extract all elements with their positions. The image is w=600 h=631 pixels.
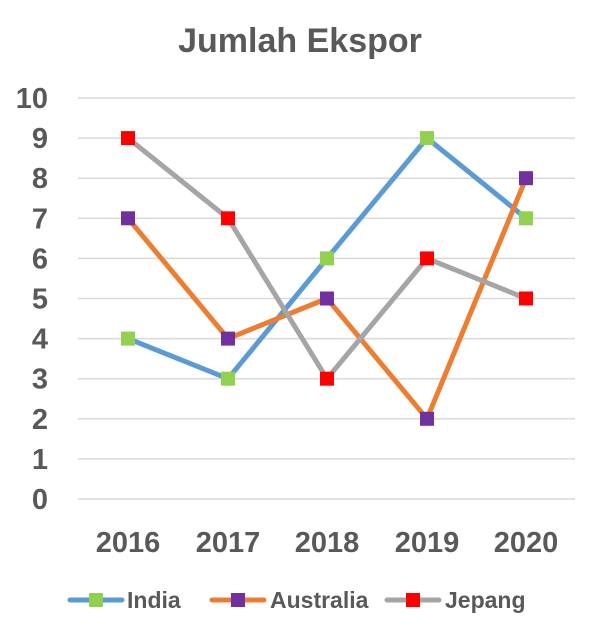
legend-label-australia: Australia [270,587,369,613]
legend-item-india: India [67,587,181,613]
legend: India Australia Jepang [67,587,526,613]
y-tick-label: 0 [32,484,48,516]
marker-jepang-2019 [420,251,434,266]
x-axis-ticks: 2016 2017 2018 2019 2020 [96,527,559,559]
marker-australia-2019 [420,411,434,426]
legend-marker-jepang [406,593,420,607]
x-tick-label: 2018 [295,527,360,559]
marker-australia-2018 [320,291,334,306]
marker-india-2017 [221,371,235,386]
y-tick-label: 9 [32,123,48,155]
y-tick-label: 8 [32,163,48,195]
marker-jepang-2016 [121,131,135,146]
legend-marker-australia [231,593,245,607]
legend-item-australia: Australia [209,587,369,613]
y-tick-label: 3 [32,364,48,396]
legend-label-jepang: Jepang [445,587,526,613]
y-axis-ticks: 0 1 2 3 4 5 6 7 8 9 10 [16,83,48,516]
marker-jepang-2020 [519,291,533,306]
marker-jepang-2018 [320,371,334,386]
marker-india-2020 [519,211,533,226]
legend-item-jepang: Jepang [384,587,526,613]
legend-marker-india [89,593,103,607]
x-tick-label: 2017 [196,527,261,559]
marker-india-2016 [121,331,135,346]
x-tick-label: 2020 [494,527,559,559]
legend-label-india: India [127,587,181,613]
y-tick-label: 4 [32,324,48,356]
marker-india-2019 [420,131,434,146]
marker-australia-2020 [519,171,533,186]
marker-india-2018 [320,251,334,266]
x-tick-label: 2019 [395,527,460,559]
y-tick-label: 1 [32,444,48,476]
marker-australia-2016 [121,211,135,226]
marker-australia-2017 [221,331,235,346]
y-tick-label: 5 [32,284,48,316]
series-markers [121,131,533,426]
y-tick-label: 6 [32,243,48,275]
y-tick-label: 10 [16,83,48,115]
marker-jepang-2017 [221,211,235,226]
y-tick-label: 2 [32,404,48,436]
y-tick-label: 7 [32,203,48,235]
chart-title: Jumlah Ekspor [178,22,422,60]
x-tick-label: 2016 [96,527,161,559]
